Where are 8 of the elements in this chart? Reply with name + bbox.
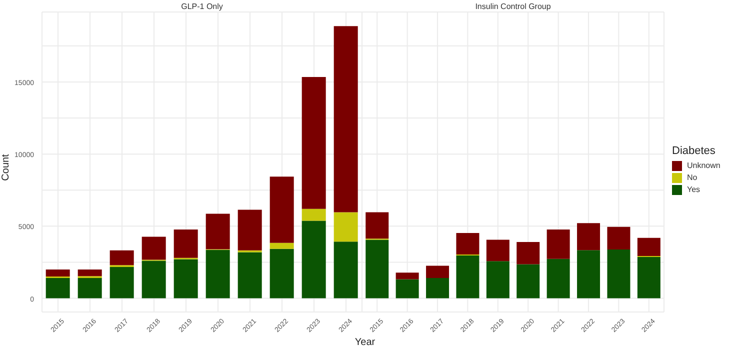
y-axis-title: Count [0,153,12,183]
x-axis-title: Year [354,337,376,348]
legend-label: Yes [687,185,700,194]
chart-title: Insulin Control Group [474,2,552,11]
legend-label: Unknown [687,161,720,170]
chart-title: GLP-1 Only [180,2,224,11]
legend-title: Diabetes [672,144,716,156]
legend-label: No [687,173,698,182]
